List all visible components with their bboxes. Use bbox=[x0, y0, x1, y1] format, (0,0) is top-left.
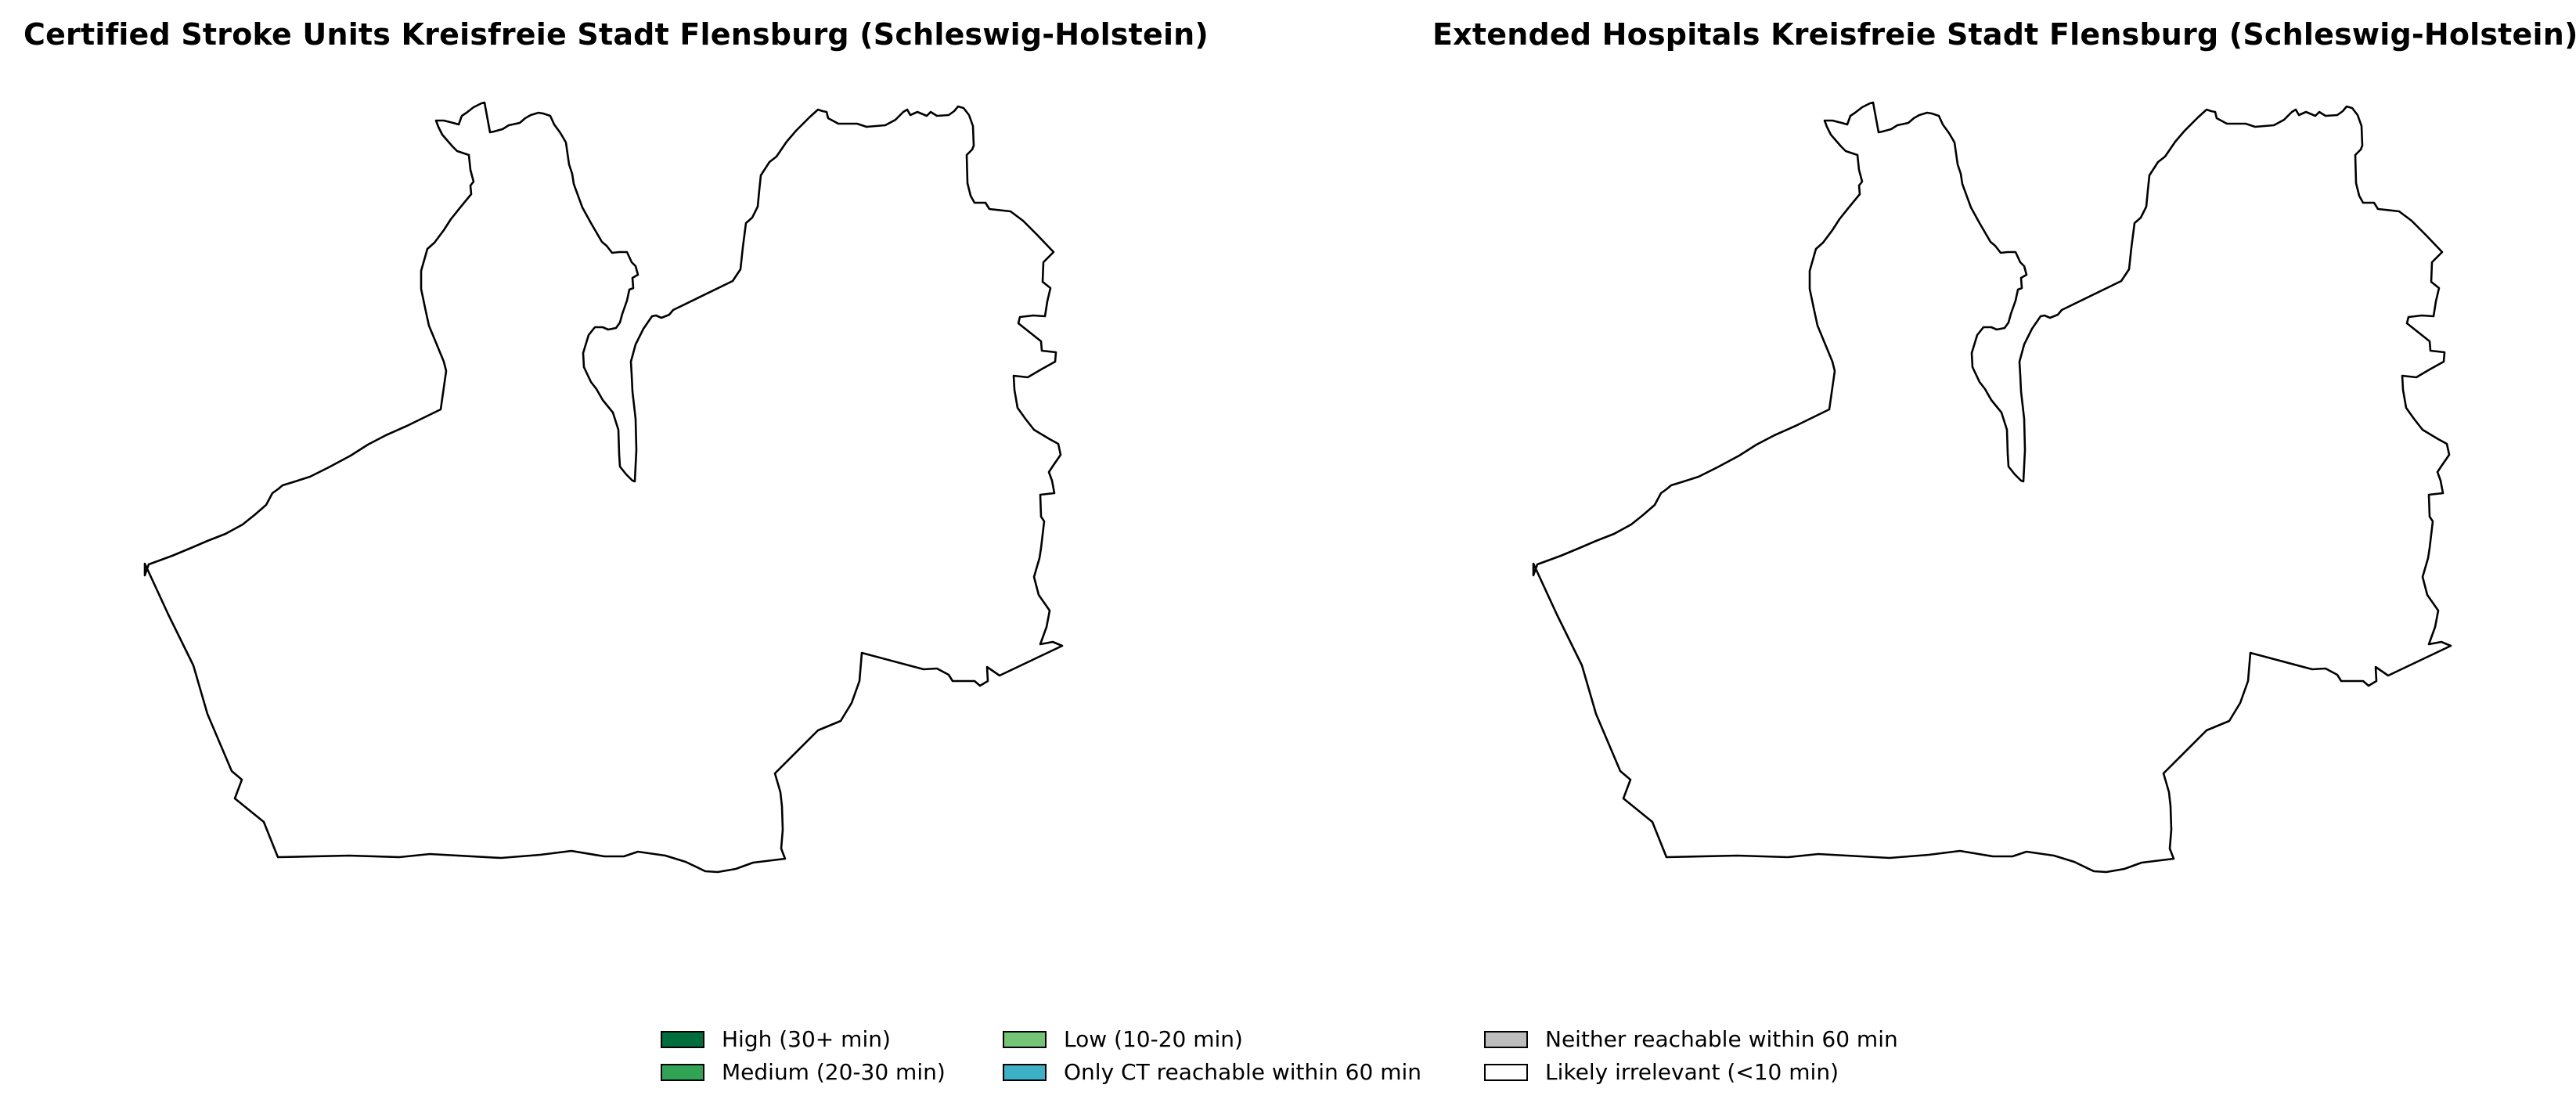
legend-swatch bbox=[1003, 1064, 1047, 1081]
map-canvas bbox=[1532, 101, 2452, 874]
legend-swatch bbox=[661, 1031, 704, 1048]
legend-swatch bbox=[1484, 1064, 1528, 1081]
legend-item-low: Low (10-20 min) bbox=[1003, 1024, 1243, 1055]
region-flensburg bbox=[143, 101, 1064, 874]
legend-label: Only CT reachable within 60 min bbox=[1064, 1059, 1422, 1085]
legend-label: Likely irrelevant (<10 min) bbox=[1545, 1059, 1839, 1085]
legend-item-high: High (30+ min) bbox=[661, 1024, 891, 1055]
legend-item-medium: Medium (20-30 min) bbox=[661, 1057, 946, 1088]
legend-item-neither: Neither reachable within 60 min bbox=[1484, 1024, 1898, 1055]
map-legend: High (30+ min) Medium (20-30 min) Low (1… bbox=[0, 1024, 2576, 1110]
legend-label: Neither reachable within 60 min bbox=[1545, 1026, 1898, 1052]
legend-swatch bbox=[1484, 1031, 1528, 1048]
map-title: Extended Hospitals Kreisfreie Stadt Flen… bbox=[1432, 17, 2576, 52]
map-canvas bbox=[143, 101, 1064, 874]
legend-swatch bbox=[661, 1064, 704, 1081]
legend-item-irrelevant: Likely irrelevant (<10 min) bbox=[1484, 1057, 1839, 1088]
legend-item-only-ct: Only CT reachable within 60 min bbox=[1003, 1057, 1421, 1088]
map-panel-stroke-units: Certified Stroke Units Kreisfreie Stadt … bbox=[0, 0, 1288, 978]
region-flensburg bbox=[1532, 101, 2452, 874]
legend-label: Low (10-20 min) bbox=[1064, 1026, 1243, 1052]
map-panel-extended-hospitals: Extended Hospitals Kreisfreie Stadt Flen… bbox=[1389, 0, 2576, 978]
legend-label: High (30+ min) bbox=[722, 1026, 891, 1052]
legend-swatch bbox=[1003, 1031, 1047, 1048]
map-title: Certified Stroke Units Kreisfreie Stadt … bbox=[23, 17, 1209, 52]
legend-label: Medium (20-30 min) bbox=[722, 1059, 946, 1085]
